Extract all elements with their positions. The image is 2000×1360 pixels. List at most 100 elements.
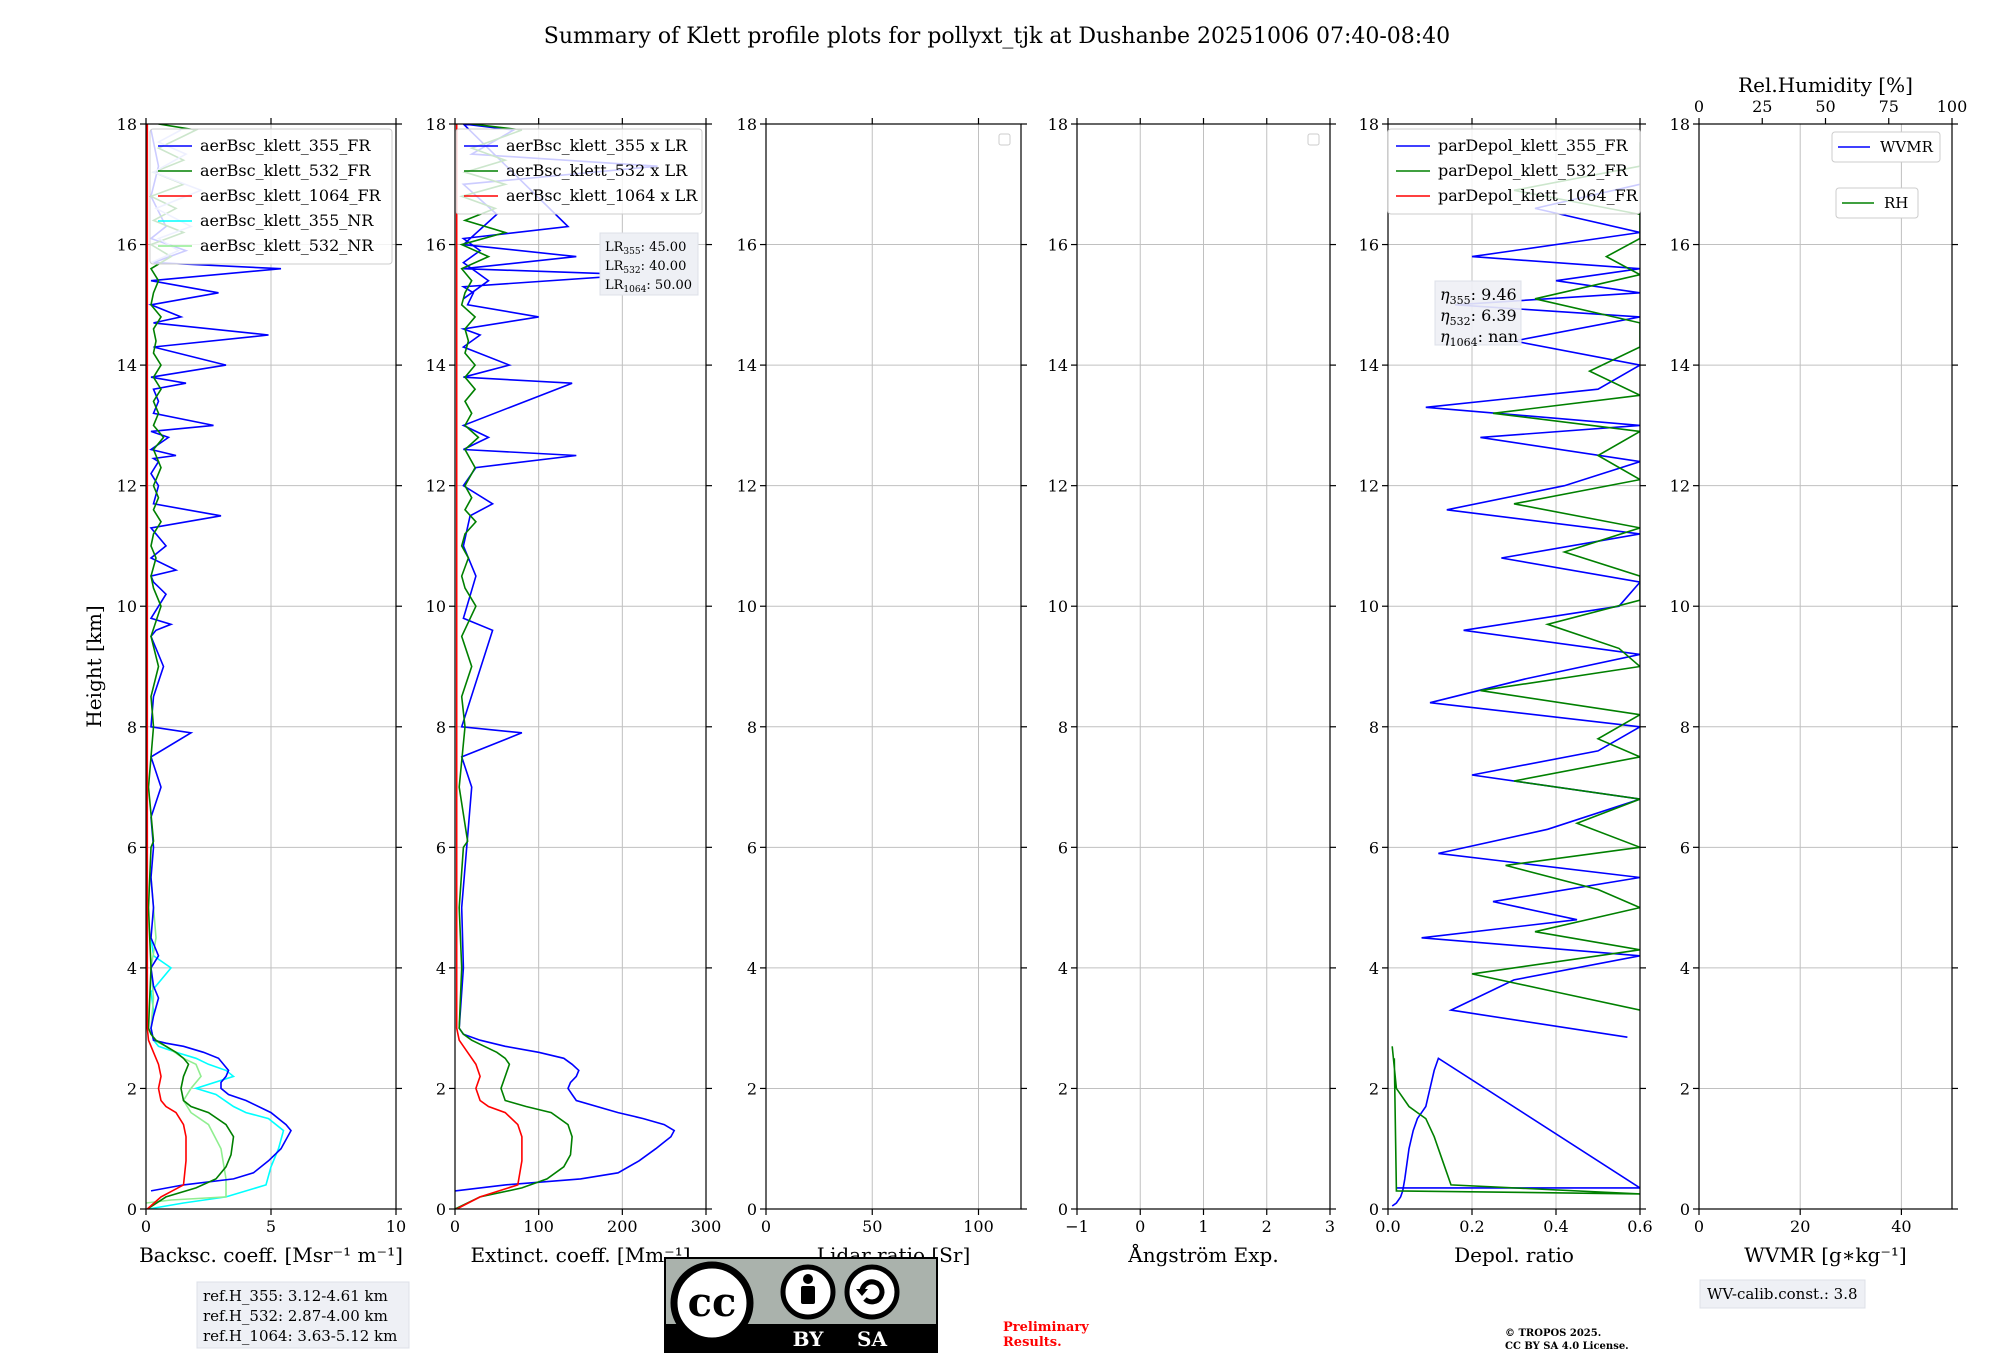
y-tick-label: 4 <box>1058 959 1068 978</box>
by-label: BY <box>793 1327 825 1351</box>
y-tick-label: 4 <box>436 959 446 978</box>
y-tick-label: 12 <box>117 477 137 496</box>
legend-label: WVMR <box>1880 138 1934 156</box>
y-tick-label: 6 <box>127 838 137 857</box>
x-tick-label: 100 <box>963 1217 994 1236</box>
sa-label: SA <box>857 1327 887 1351</box>
y-tick-label: 16 <box>117 236 137 255</box>
y-tick-label: 0 <box>127 1200 137 1219</box>
series-parDepol_klett_532_FR <box>1391 1046 1640 1195</box>
copyright-line-1: © TROPOS 2025. <box>1505 1328 1601 1339</box>
legend-label: parDepol_klett_355_FR <box>1438 136 1629 155</box>
y-tick-label: 4 <box>747 959 757 978</box>
y-tick-label: 2 <box>747 1079 757 1098</box>
figure-title: Summary of Klett profile plots for polly… <box>544 24 1450 49</box>
wv-calib-box: WV-calib.const.: 3.8 <box>1699 1279 1866 1309</box>
series-aerBsc_klett_532 x LR <box>455 124 573 1209</box>
x-tick-label: 50 <box>862 1217 882 1236</box>
lr-value: : 45.00 <box>641 240 687 255</box>
lr-box <box>599 232 699 296</box>
y-tick-label: 16 <box>737 236 757 255</box>
x-axis-label: Extinct. coeff. [Mm⁻¹] <box>470 1243 690 1267</box>
x-tick-label: 0 <box>141 1217 151 1236</box>
y-tick-label: 12 <box>1670 477 1690 496</box>
y-tick-label: 8 <box>1058 718 1068 737</box>
lr-value: : 50.00 <box>646 278 692 293</box>
eta-sub: 355 <box>1450 294 1471 307</box>
lr-sub: 1064 <box>623 285 646 295</box>
y-tick-label: 10 <box>1359 597 1379 616</box>
series-aerBsc_klett_355_NR <box>148 937 285 1209</box>
lr-line: LR1064: 50.00 <box>605 278 692 295</box>
x-axis-label: WVMR [g∗kg⁻¹] <box>1744 1243 1906 1267</box>
ref-h-1064: ref.H_1064: 3.63-5.12 km <box>203 1327 397 1345</box>
reference-height-box: ref.H_355: 3.12-4.61 km ref.H_532: 2.87-… <box>196 1281 410 1349</box>
y-tick-label: 2 <box>127 1079 137 1098</box>
y-tick-label: 4 <box>1369 959 1379 978</box>
axes-frame <box>1698 123 1953 1210</box>
y-tick-label: 18 <box>737 115 757 134</box>
y-tick-label: 10 <box>426 597 446 616</box>
y-tick-label: 8 <box>747 718 757 737</box>
legend-label: aerBsc_klett_355 x LR <box>506 136 688 155</box>
legend-label: aerBsc_klett_532 x LR <box>506 161 688 180</box>
y-tick-label: 4 <box>1680 959 1690 978</box>
y-tick-label: 4 <box>127 959 137 978</box>
legend-box <box>1387 128 1641 215</box>
legend-label: aerBsc_klett_1064 x LR <box>506 186 698 205</box>
y-tick-label: 14 <box>1670 356 1690 375</box>
series-parDepol_klett_532_FR_spikes <box>1471 142 1640 1011</box>
x-tick-label: 5 <box>266 1217 276 1236</box>
x-tick-label: 0.2 <box>1459 1217 1484 1236</box>
x-tick-label: 0 <box>1135 1217 1145 1236</box>
y-tick-label: 8 <box>436 718 446 737</box>
empty-legend-box <box>1307 133 1320 146</box>
x-axis-label: Backsc. coeff. [Msr⁻¹ m⁻¹] <box>139 1243 403 1267</box>
lr-line: LR355: 45.00 <box>605 240 686 257</box>
lr-value: : 40.00 <box>641 259 687 274</box>
series-aerBsc_klett_355_FR <box>148 129 292 1192</box>
top-x-tick-label: 25 <box>1752 97 1772 116</box>
legend-label: aerBsc_klett_532_NR <box>200 236 374 255</box>
legend-box <box>1831 131 1941 163</box>
y-tick-label: 6 <box>1369 838 1379 857</box>
legend-label: aerBsc_klett_355_FR <box>200 136 371 155</box>
y-tick-label: 18 <box>426 115 446 134</box>
y-tick-label: 6 <box>1680 838 1690 857</box>
y-tick-label: 18 <box>117 115 137 134</box>
y-tick-label: 10 <box>1670 597 1690 616</box>
x-tick-label: 20 <box>1790 1217 1810 1236</box>
y-tick-label: 10 <box>1048 597 1068 616</box>
y-tick-label: 6 <box>436 838 446 857</box>
y-tick-label: 0 <box>1680 1200 1690 1219</box>
y-tick-label: 16 <box>1048 236 1068 255</box>
y-tick-label: 0 <box>747 1200 757 1219</box>
legend-label: parDepol_klett_1064_FR <box>1438 186 1639 205</box>
preliminary-note: Preliminary <box>1003 1320 1089 1335</box>
y-tick-label: 10 <box>737 597 757 616</box>
series-parDepol_klett_355_FR_spikes <box>1421 183 1640 1038</box>
y-tick-label: 0 <box>1369 1200 1379 1219</box>
series-aerBsc_klett_1064 x LR <box>455 124 523 1209</box>
eta-sub: 1064 <box>1450 336 1478 349</box>
x-tick-label: 40 <box>1891 1217 1911 1236</box>
x-tick-label: 0.4 <box>1543 1217 1568 1236</box>
legend-box <box>149 128 393 265</box>
y-tick-label: 14 <box>117 356 137 375</box>
ref-h-355: ref.H_355: 3.12-4.61 km <box>203 1287 388 1305</box>
y-tick-label: 0 <box>436 1200 446 1219</box>
y-tick-label: 18 <box>1048 115 1068 134</box>
y-tick-label: 6 <box>1058 838 1068 857</box>
series-group <box>1391 142 1640 1207</box>
x-tick-label: 0 <box>761 1217 771 1236</box>
top-x-tick-label: 50 <box>1815 97 1835 116</box>
legend-box <box>1835 187 1919 219</box>
y-tick-label: 2 <box>1680 1079 1690 1098</box>
y-tick-label: 14 <box>1359 356 1379 375</box>
axes-frame <box>765 123 1022 1210</box>
eta-sub: 532 <box>1450 315 1471 328</box>
